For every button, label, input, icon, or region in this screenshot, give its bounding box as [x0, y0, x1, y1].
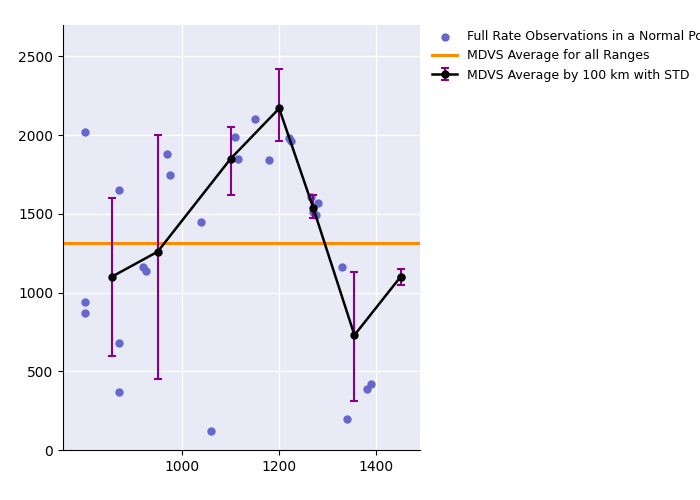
Full Rate Observations in a Normal Point — [79, 298, 90, 306]
Full Rate Observations in a Normal Point — [206, 427, 217, 435]
Full Rate Observations in a Normal Point — [264, 156, 275, 164]
Full Rate Observations in a Normal Point — [113, 339, 125, 347]
Full Rate Observations in a Normal Point — [366, 380, 377, 388]
Full Rate Observations in a Normal Point — [196, 218, 207, 226]
Full Rate Observations in a Normal Point — [342, 414, 353, 422]
Full Rate Observations in a Normal Point — [310, 212, 321, 220]
Full Rate Observations in a Normal Point — [137, 264, 148, 272]
Full Rate Observations in a Normal Point — [113, 388, 125, 396]
Full Rate Observations in a Normal Point — [79, 128, 90, 136]
Full Rate Observations in a Normal Point — [140, 266, 151, 274]
Legend: Full Rate Observations in a Normal Point, MDVS Average for all Ranges, MDVS Aver: Full Rate Observations in a Normal Point… — [427, 25, 700, 86]
Full Rate Observations in a Normal Point — [113, 186, 125, 194]
Full Rate Observations in a Normal Point — [79, 309, 90, 317]
Full Rate Observations in a Normal Point — [307, 208, 318, 216]
Full Rate Observations in a Normal Point — [164, 170, 176, 178]
Full Rate Observations in a Normal Point — [232, 155, 244, 163]
Full Rate Observations in a Normal Point — [249, 116, 260, 124]
Full Rate Observations in a Normal Point — [337, 264, 348, 272]
Full Rate Observations in a Normal Point — [230, 133, 241, 141]
Full Rate Observations in a Normal Point — [305, 192, 316, 200]
Full Rate Observations in a Normal Point — [286, 138, 297, 145]
Full Rate Observations in a Normal Point — [312, 199, 323, 207]
Full Rate Observations in a Normal Point — [361, 386, 372, 394]
Full Rate Observations in a Normal Point — [284, 134, 295, 142]
Full Rate Observations in a Normal Point — [395, 273, 406, 281]
Full Rate Observations in a Normal Point — [162, 150, 173, 158]
